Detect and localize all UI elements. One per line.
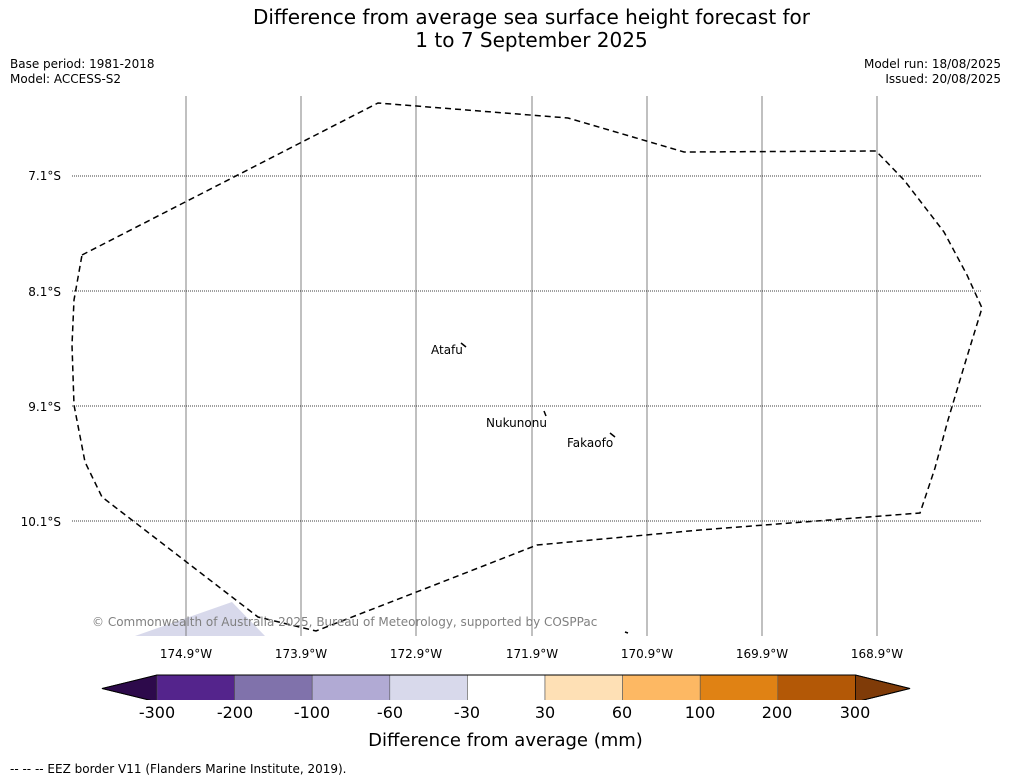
colorbar-tick-label: -300 bbox=[138, 703, 176, 722]
latitude-gridlines bbox=[72, 175, 982, 522]
copyright-notice: © Commonwealth of Australia 2025, Bureau… bbox=[92, 615, 597, 629]
lon-label: 169.9°W bbox=[736, 647, 788, 661]
place-label-atafu: Atafu bbox=[431, 343, 463, 357]
lon-label: 174.9°W bbox=[160, 647, 212, 661]
colorbar-tick-label: -60 bbox=[376, 703, 404, 722]
colorbar-tick-label: 200 bbox=[761, 703, 793, 722]
atafu-island-marker bbox=[460, 342, 467, 348]
swains-island-marker bbox=[624, 631, 629, 634]
lon-label: 170.9°W bbox=[621, 647, 673, 661]
colorbar-tick-label: 30 bbox=[534, 703, 556, 722]
title-line-2: 1 to 7 September 2025 bbox=[415, 28, 648, 52]
place-label-fakaofo: Fakaofo bbox=[567, 436, 613, 450]
lat-label: 7.1°S bbox=[28, 169, 61, 183]
longitude-gridlines bbox=[185, 96, 878, 636]
colorbar-segment bbox=[622, 674, 701, 700]
place-label-nukunonu: Nukunonu bbox=[486, 416, 547, 430]
lat-label: 10.1°S bbox=[21, 515, 61, 529]
colorbar-outline bbox=[101, 674, 911, 700]
colorbar-segment bbox=[234, 674, 313, 700]
issued-date: Issued: 20/08/2025 bbox=[885, 72, 1001, 86]
lon-label: 173.9°W bbox=[275, 647, 327, 661]
colorbar-segment bbox=[699, 674, 779, 700]
colorbar-tick-label: -200 bbox=[216, 703, 254, 722]
colorbar-tick-label: 60 bbox=[611, 703, 633, 722]
colorbar-tick-label: -30 bbox=[453, 703, 481, 722]
model-run: Model run: 18/08/2025 bbox=[863, 57, 1001, 71]
model-name: Model: ACCESS-S2 bbox=[10, 72, 122, 86]
colorbar-segment bbox=[467, 674, 546, 700]
colorbar-extend-high bbox=[855, 674, 911, 700]
colorbar-tick-label: 100 bbox=[684, 703, 716, 722]
colorbar-extend-low bbox=[101, 674, 158, 700]
colorbar-tick-label: 300 bbox=[839, 703, 871, 722]
colorbar-segment bbox=[156, 674, 235, 700]
meta-left: Base period: 1981-2018 Model: ACCESS-S2 bbox=[10, 57, 155, 87]
meta-right: Model run: 18/08/2025 Issued: 20/08/2025 bbox=[864, 57, 1001, 87]
nukunonu-island-marker bbox=[543, 410, 547, 417]
colorbar-segment bbox=[777, 674, 856, 700]
colorbar-segment bbox=[544, 674, 623, 700]
fakaofo-island-marker bbox=[609, 432, 616, 438]
anomaly-patch bbox=[135, 602, 265, 636]
map-panel: Atafu Nukunonu Fakaofo 7.1°S 8.1°S 9.1°S… bbox=[21, 96, 983, 700]
lat-label: 8.1°S bbox=[28, 285, 61, 299]
lon-label: 172.9°W bbox=[390, 647, 442, 661]
colorbar-label: Difference from average (mm) bbox=[368, 730, 643, 751]
lat-label: 9.1°S bbox=[28, 400, 61, 414]
lon-label: 168.9°W bbox=[851, 647, 903, 661]
eez-border bbox=[71, 102, 983, 632]
title-line-1: Difference from average sea surface heig… bbox=[252, 5, 811, 29]
map-title: Difference from average sea surface heig… bbox=[0, 6, 1011, 52]
eez-legend-footnote: -- -- -- EEZ border V11 (Flanders Marine… bbox=[10, 762, 347, 776]
colorbar-segment bbox=[389, 674, 468, 700]
lon-label: 171.9°W bbox=[506, 647, 558, 661]
colorbar bbox=[101, 674, 911, 700]
base-period: Base period: 1981-2018 bbox=[10, 57, 155, 71]
colorbar-segment bbox=[311, 674, 391, 700]
colorbar-tick-label: -100 bbox=[293, 703, 331, 722]
